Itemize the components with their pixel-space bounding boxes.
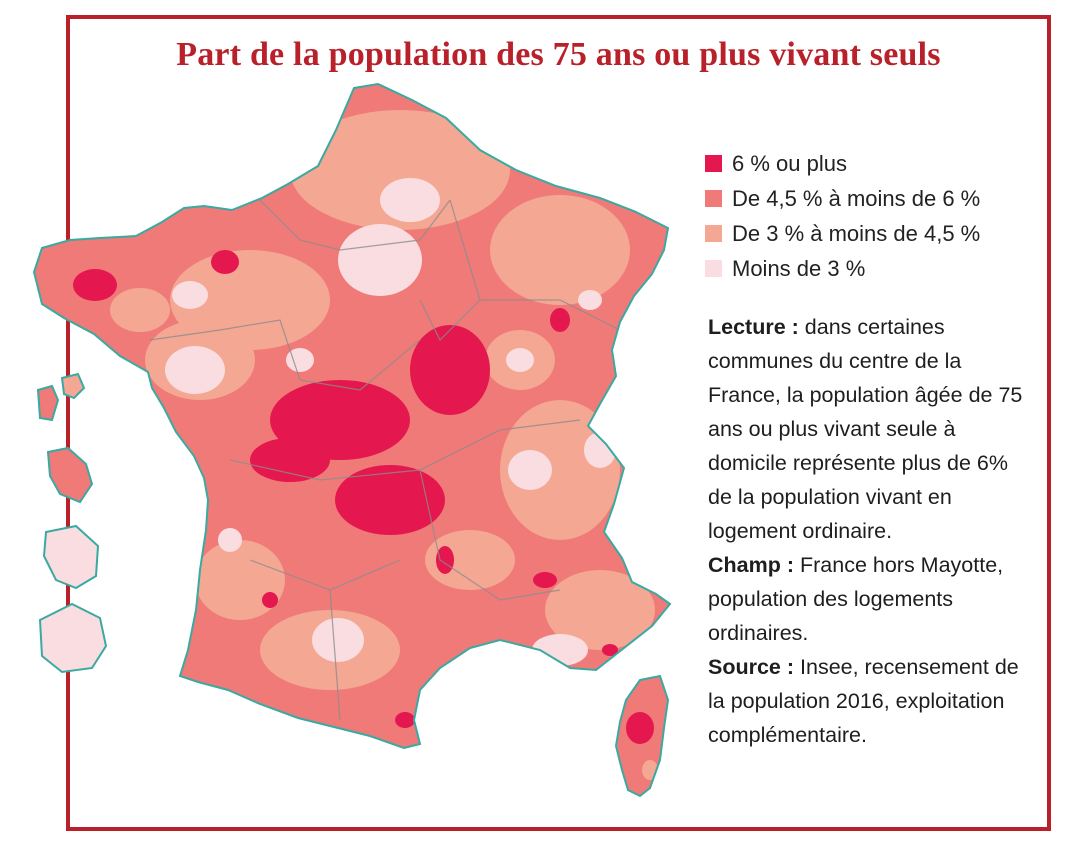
source-text: Insee, recensement de la population 2016… [708, 655, 1019, 747]
legend-item-under-3: Moins de 3 % [705, 251, 980, 286]
legend-swatch [705, 155, 722, 172]
guadeloupe [36, 372, 86, 422]
source-note: Source : Insee, recensement de la popula… [708, 650, 1028, 752]
legend-label: De 4,5 % à moins de 6 % [732, 185, 981, 211]
legend-item-6-plus: 6 % ou plus [705, 146, 980, 181]
legend-swatch [705, 225, 722, 242]
source-label: Source : [708, 655, 795, 679]
legend-label: 6 % ou plus [732, 150, 847, 176]
lecture-text: dans certaines communes du centre de la … [708, 315, 1023, 543]
champ-label: Champ : [708, 553, 794, 577]
lecture-note: Lecture : dans certaines communes du cen… [708, 310, 1028, 548]
map-notes: Lecture : dans certaines communes du cen… [708, 310, 1028, 752]
legend-label: Moins de 3 % [732, 255, 866, 281]
legend-item-4-5-to-6: De 4,5 % à moins de 6 % [705, 181, 980, 216]
guyane [42, 524, 100, 590]
legend-swatch [705, 260, 722, 277]
corsica [614, 674, 670, 798]
legend-label: De 3 % à moins de 4,5 % [732, 220, 981, 246]
france-metro [32, 82, 672, 750]
map-legend: 6 % ou plus De 4,5 % à moins de 6 % De 3… [705, 146, 980, 286]
martinique [46, 446, 94, 504]
champ-text: France hors Mayotte, population des loge… [708, 553, 1004, 645]
lecture-label: Lecture : [708, 315, 799, 339]
champ-note: Champ : France hors Mayotte, population … [708, 548, 1028, 650]
legend-item-3-to-4-5: De 3 % à moins de 4,5 % [705, 216, 980, 251]
legend-swatch [705, 190, 722, 207]
la-reunion [38, 602, 108, 674]
map-title: Part de la population des 75 ans ou plus… [176, 36, 941, 73]
